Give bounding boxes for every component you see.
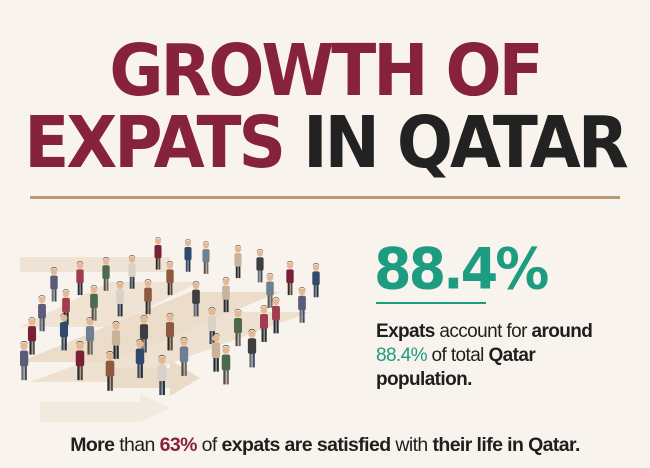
person-figure — [166, 261, 174, 296]
person-figure — [165, 313, 175, 351]
person-figure — [233, 309, 243, 347]
person-figure — [85, 317, 95, 355]
person-figure — [157, 355, 167, 396]
person-figure — [76, 261, 84, 296]
person-figure — [154, 237, 162, 270]
person-figure — [90, 285, 98, 321]
title-line-2: EXPATS IN QATAR — [0, 107, 650, 178]
person-figure — [128, 255, 136, 289]
person-figure — [272, 297, 280, 334]
person-figure — [202, 241, 210, 274]
person-figure — [50, 267, 58, 302]
person-figure — [298, 287, 306, 323]
person-figure — [75, 341, 85, 381]
person-figure — [38, 295, 46, 332]
desc-expats: Expats — [376, 321, 435, 342]
person-figure — [260, 305, 268, 342]
foot-satisfied: expats are satisfied — [221, 434, 392, 456]
stat-underline — [376, 302, 486, 304]
person-figure — [286, 261, 294, 296]
stat-description: Expats account for around 88.4% of total… — [376, 320, 636, 392]
foot-than: than — [114, 434, 160, 456]
desc-qatar: Qatar — [488, 345, 536, 366]
desc-of-total: of total — [426, 345, 489, 366]
person-figure — [144, 279, 152, 315]
person-figure — [184, 239, 192, 272]
title-line-1: GROWTH OF — [0, 35, 650, 106]
person-figure — [211, 333, 221, 372]
person-figure — [20, 341, 29, 381]
desc-around: around — [531, 321, 593, 342]
title-expats: EXPATS — [24, 100, 286, 185]
foot-life: their life in Qatar. — [432, 434, 580, 456]
crowd-people — [20, 237, 320, 396]
title-in-qatar: IN QATAR — [303, 100, 629, 185]
person-figure — [59, 313, 69, 351]
person-figure — [234, 245, 242, 279]
person-figure — [222, 277, 230, 313]
title-growth-of: GROWTH OF — [109, 28, 543, 113]
person-figure — [27, 317, 37, 355]
person-figure — [192, 281, 200, 317]
person-figure — [116, 281, 124, 317]
foot-of: of — [196, 434, 222, 456]
crowd-illustration — [20, 237, 320, 422]
person-figure — [111, 321, 121, 359]
person-figure — [247, 329, 257, 368]
desc-population: population. — [376, 369, 472, 390]
footer-note: More than 63% of expats are satisfied wi… — [0, 434, 650, 457]
person-figure — [312, 263, 320, 298]
person-figure — [102, 257, 110, 291]
person-figure — [221, 345, 231, 385]
person-figure — [266, 273, 274, 308]
stat-value: 88.4% — [374, 236, 549, 303]
person-figure — [256, 249, 264, 283]
divider-rule — [30, 196, 620, 199]
person-figure — [179, 337, 189, 376]
person-figure — [135, 339, 145, 379]
desc-percent: 88.4% — [376, 345, 427, 366]
foot-with: with — [390, 434, 433, 456]
foot-percent: 63% — [159, 434, 198, 456]
person-figure — [105, 351, 115, 391]
foot-more: More — [70, 434, 115, 456]
desc-account-for: account for — [434, 321, 532, 342]
